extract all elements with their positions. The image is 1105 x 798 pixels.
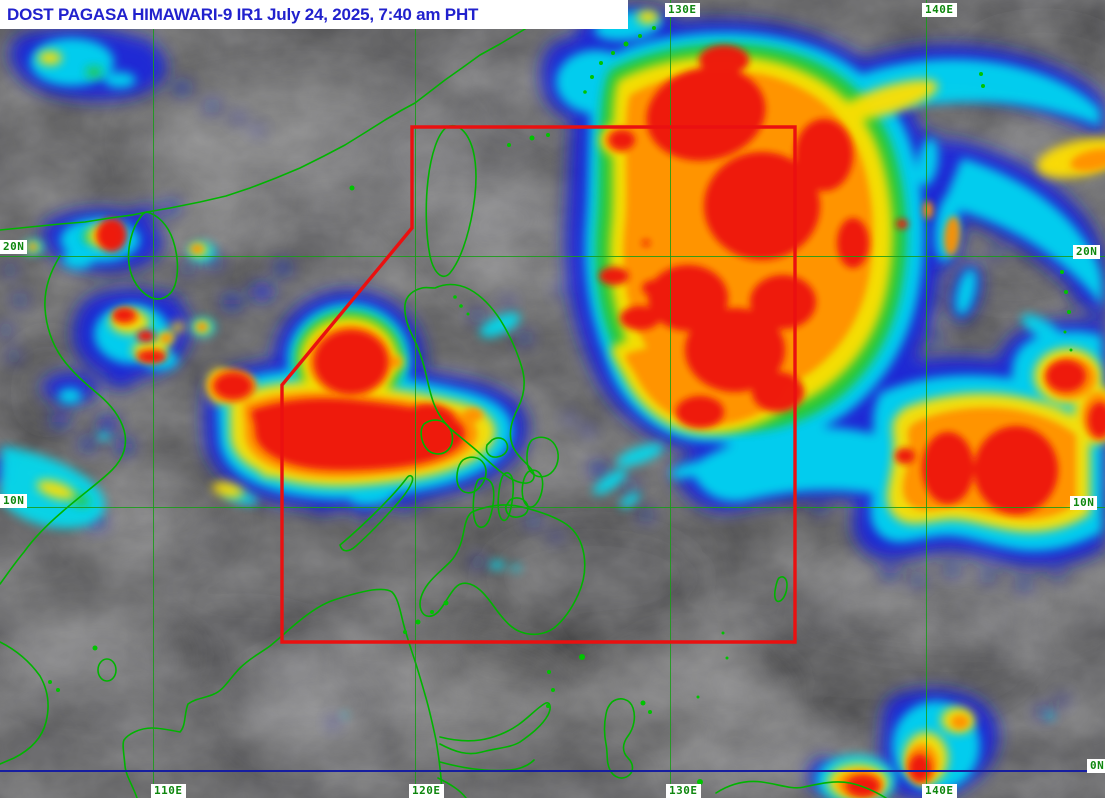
halmahera-outline [603,698,636,779]
parallel-line-20n [0,256,1105,257]
title-bar: DOST PAGASA HIMAWARI-9 IR1 July 24, 2025… [0,0,628,29]
natuna-island-outline [97,658,117,682]
grid-label-140e: 140E [922,784,957,798]
grid-label-10n: 10N [1070,496,1098,510]
meridian-line-120e [415,0,416,798]
grid-label-110e: 110E [151,784,186,798]
grid-label-0n: 0N [1087,759,1105,773]
new-guinea-coastline [715,780,887,798]
grid-label-120e: 120E [409,784,444,798]
meridian-line-110e [153,0,154,798]
grid-label-20n: 20N [0,240,28,254]
grid-label-140e: 140E [922,3,957,17]
parallel-line-10n [0,507,1105,508]
grid-label-130e: 130E [665,3,700,17]
grid-label-20n: 20N [1073,245,1101,259]
leizhou-hainan-outline [127,211,179,300]
meridian-line-140e [926,0,927,798]
grid-label-10n: 10N [0,494,28,508]
grid-label-130e: 130E [666,784,701,798]
title-text: DOST PAGASA HIMAWARI-9 IR1 July 24, 2025… [7,5,479,24]
equator-line [0,770,1105,772]
gulf-coast-bottom-left [0,641,49,765]
vietnam-coastline [0,255,127,585]
meridian-line-130e [670,0,671,798]
sulawesi-north-arm [439,702,551,755]
pratas-island-dot [349,185,355,191]
